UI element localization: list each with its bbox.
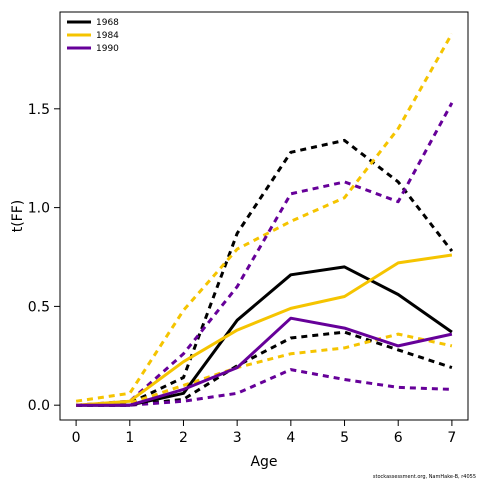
x-tick-label-4: 4 — [286, 430, 295, 446]
x-tick-label-0: 0 — [72, 430, 81, 446]
y-tick-label-1: 0.5 — [28, 299, 50, 315]
series-1984-estimate-line — [75, 253, 453, 407]
plot-frame — [59, 11, 469, 421]
x-axis: 0 1 2 3 4 5 6 7 — [72, 420, 456, 446]
x-tick-label-7: 7 — [447, 430, 456, 446]
y-axis: 0.0 0.5 1.0 1.5 — [28, 102, 60, 414]
y-tick-label-3: 1.5 — [28, 102, 50, 118]
credit-footnote: stockassessment.org, NamHake-B, r4055 — [373, 474, 476, 480]
series-1984-lower-line — [76, 332, 453, 407]
y-tick-label-2: 1.0 — [28, 201, 50, 217]
x-axis-label: Age — [250, 454, 277, 470]
plot-area — [75, 32, 454, 407]
x-tick-label-5: 5 — [340, 430, 349, 446]
legend-label-1990: 1990 — [96, 44, 119, 54]
legend: 1968 1984 1990 — [62, 14, 130, 54]
series-1968-estimate-line — [76, 265, 453, 407]
y-tick-label-0: 0.0 — [28, 398, 50, 414]
series-1968-lower-line — [76, 330, 453, 407]
legend-label-1984: 1984 — [96, 31, 119, 41]
series-1990-lower-line — [76, 368, 452, 407]
legend-label-1968: 1968 — [96, 18, 119, 28]
y-axis-label: t(FF) — [10, 200, 26, 233]
x-tick-label-6: 6 — [394, 430, 403, 446]
series-1984-upper-line — [75, 32, 454, 403]
series-1990-upper-line — [75, 102, 454, 407]
x-tick-label-3: 3 — [233, 430, 242, 446]
series-1968-upper-line — [76, 138, 454, 407]
x-tick-label-1: 1 — [125, 430, 134, 446]
x-tick-label-2: 2 — [179, 430, 188, 446]
series-1990-estimate-line — [76, 316, 453, 407]
